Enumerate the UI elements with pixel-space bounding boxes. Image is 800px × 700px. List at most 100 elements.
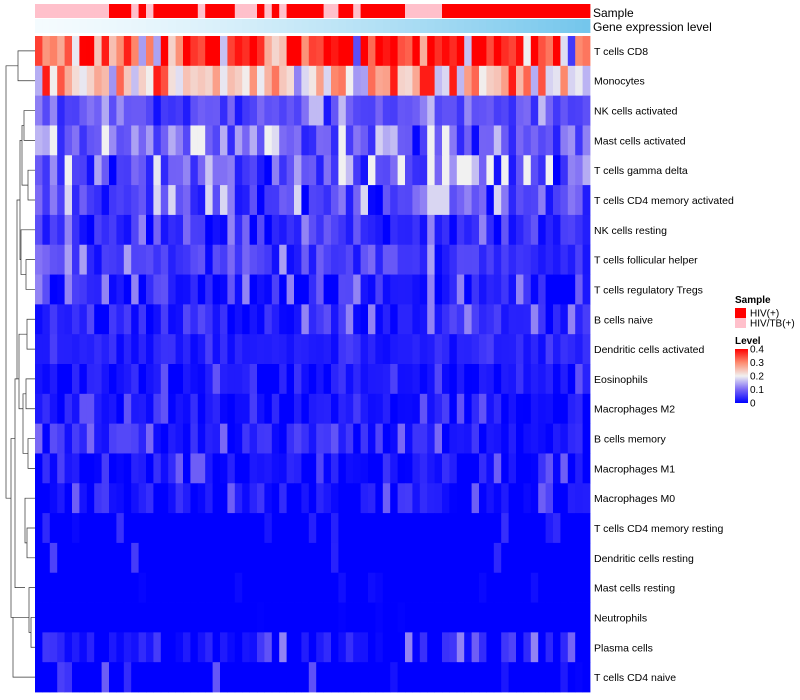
heatmap-cell xyxy=(449,185,458,216)
heatmap-cell xyxy=(338,185,347,216)
heatmap-cell xyxy=(35,602,43,633)
gene-annotation-cell xyxy=(175,19,184,33)
heatmap-cell xyxy=(493,513,502,544)
heatmap-cell xyxy=(323,214,332,246)
heatmap-cell xyxy=(368,483,376,514)
heatmap-cell xyxy=(338,572,347,603)
heatmap-cell xyxy=(471,185,480,216)
heatmap-cell xyxy=(493,453,502,484)
heatmap-cell xyxy=(249,36,258,67)
heatmap-cell xyxy=(316,513,324,544)
heatmap-cell xyxy=(553,542,561,574)
heatmap-cell xyxy=(323,602,332,633)
heatmap-cell xyxy=(301,95,310,126)
heatmap-cell xyxy=(42,453,51,484)
heatmap-cell xyxy=(390,632,398,663)
heatmap-cell xyxy=(419,572,428,603)
row-label: T cells follicular helper xyxy=(594,255,698,267)
heatmap-cell xyxy=(279,95,287,126)
heatmap-cell xyxy=(345,214,354,246)
heatmap-cell xyxy=(575,602,583,633)
heatmap-cell xyxy=(479,244,487,275)
heatmap-cell xyxy=(508,155,517,186)
heatmap-cell xyxy=(101,304,110,335)
heatmap-cell xyxy=(538,125,546,156)
heatmap-cell xyxy=(131,214,139,246)
heatmap-cell xyxy=(131,155,139,186)
heatmap-cell xyxy=(560,364,569,395)
heatmap-cell xyxy=(412,244,421,275)
heatmap-cell xyxy=(530,65,539,97)
heatmap-cell xyxy=(116,662,125,693)
heatmap-cell xyxy=(493,36,502,67)
heatmap-cell xyxy=(123,244,132,275)
heatmap-cell xyxy=(434,483,443,514)
heatmap-cell xyxy=(331,513,339,544)
row-label: NK cells activated xyxy=(594,106,678,118)
heatmap-cell xyxy=(316,572,324,603)
heatmap-cell xyxy=(183,334,191,365)
heatmap-cell xyxy=(405,334,413,365)
heatmap-cell xyxy=(131,364,139,395)
heatmap-cell xyxy=(205,602,213,633)
heatmap-cell xyxy=(456,334,465,365)
heatmap-cell xyxy=(138,662,147,693)
heatmap-cell xyxy=(116,125,125,156)
heatmap-cell xyxy=(279,423,287,454)
heatmap-cell xyxy=(294,125,302,156)
heatmap-cell xyxy=(567,423,576,454)
heatmap-cell xyxy=(427,364,435,395)
heatmap-cell xyxy=(168,364,176,395)
heatmap-cell xyxy=(249,453,258,484)
heatmap-cell xyxy=(486,572,495,603)
gene-annotation-cell xyxy=(323,19,332,33)
heatmap-cell xyxy=(331,214,339,246)
heatmap-cell xyxy=(286,244,295,275)
heatmap-cell xyxy=(486,513,495,544)
heatmap-cell xyxy=(153,274,162,305)
heatmap-cell xyxy=(486,36,495,67)
heatmap-cell xyxy=(316,542,324,574)
heatmap-cell xyxy=(508,334,517,365)
gene-annotation-cell xyxy=(390,19,398,33)
heatmap-cell xyxy=(57,155,65,186)
heatmap-cell xyxy=(434,244,443,275)
row-label: T cells CD4 memory activated xyxy=(594,195,734,207)
heatmap-cell xyxy=(257,602,265,633)
heatmap-cell xyxy=(160,155,169,186)
heatmap-cell xyxy=(323,334,332,365)
heatmap-cell xyxy=(442,65,450,97)
heatmap-cell xyxy=(582,572,591,603)
heatmap-cell xyxy=(493,602,502,633)
heatmap-cell xyxy=(116,36,125,67)
legend-level-colorbar xyxy=(735,349,748,403)
heatmap-cell xyxy=(501,155,509,186)
heatmap-cell xyxy=(353,334,361,365)
heatmap-cell xyxy=(523,393,532,425)
heatmap-cell xyxy=(57,185,65,216)
heatmap-cell xyxy=(294,155,302,186)
heatmap-cell xyxy=(486,364,495,395)
heatmap-cell xyxy=(412,662,421,693)
heatmap-cell xyxy=(353,244,361,275)
heatmap-cell xyxy=(479,513,487,544)
heatmap-cell xyxy=(360,423,369,454)
heatmap-cell xyxy=(160,274,169,305)
heatmap-cell xyxy=(419,36,428,67)
heatmap-cell xyxy=(234,214,243,246)
heatmap-cell xyxy=(530,274,539,305)
heatmap-cell xyxy=(464,393,472,425)
heatmap-cell xyxy=(175,155,184,186)
dendrogram-branch xyxy=(23,110,35,141)
heatmap-cell xyxy=(242,542,250,574)
heatmap-cell xyxy=(316,632,324,663)
heatmap-cell xyxy=(538,95,546,126)
heatmap-cell xyxy=(530,542,539,574)
heatmap-cell xyxy=(575,304,583,335)
heatmap-cell xyxy=(523,125,532,156)
heatmap-cell xyxy=(375,423,384,454)
heatmap-cell xyxy=(456,393,465,425)
heatmap-cell xyxy=(442,453,450,484)
heatmap-cell xyxy=(501,36,509,67)
row-label: Dendritic cells activated xyxy=(594,344,704,356)
